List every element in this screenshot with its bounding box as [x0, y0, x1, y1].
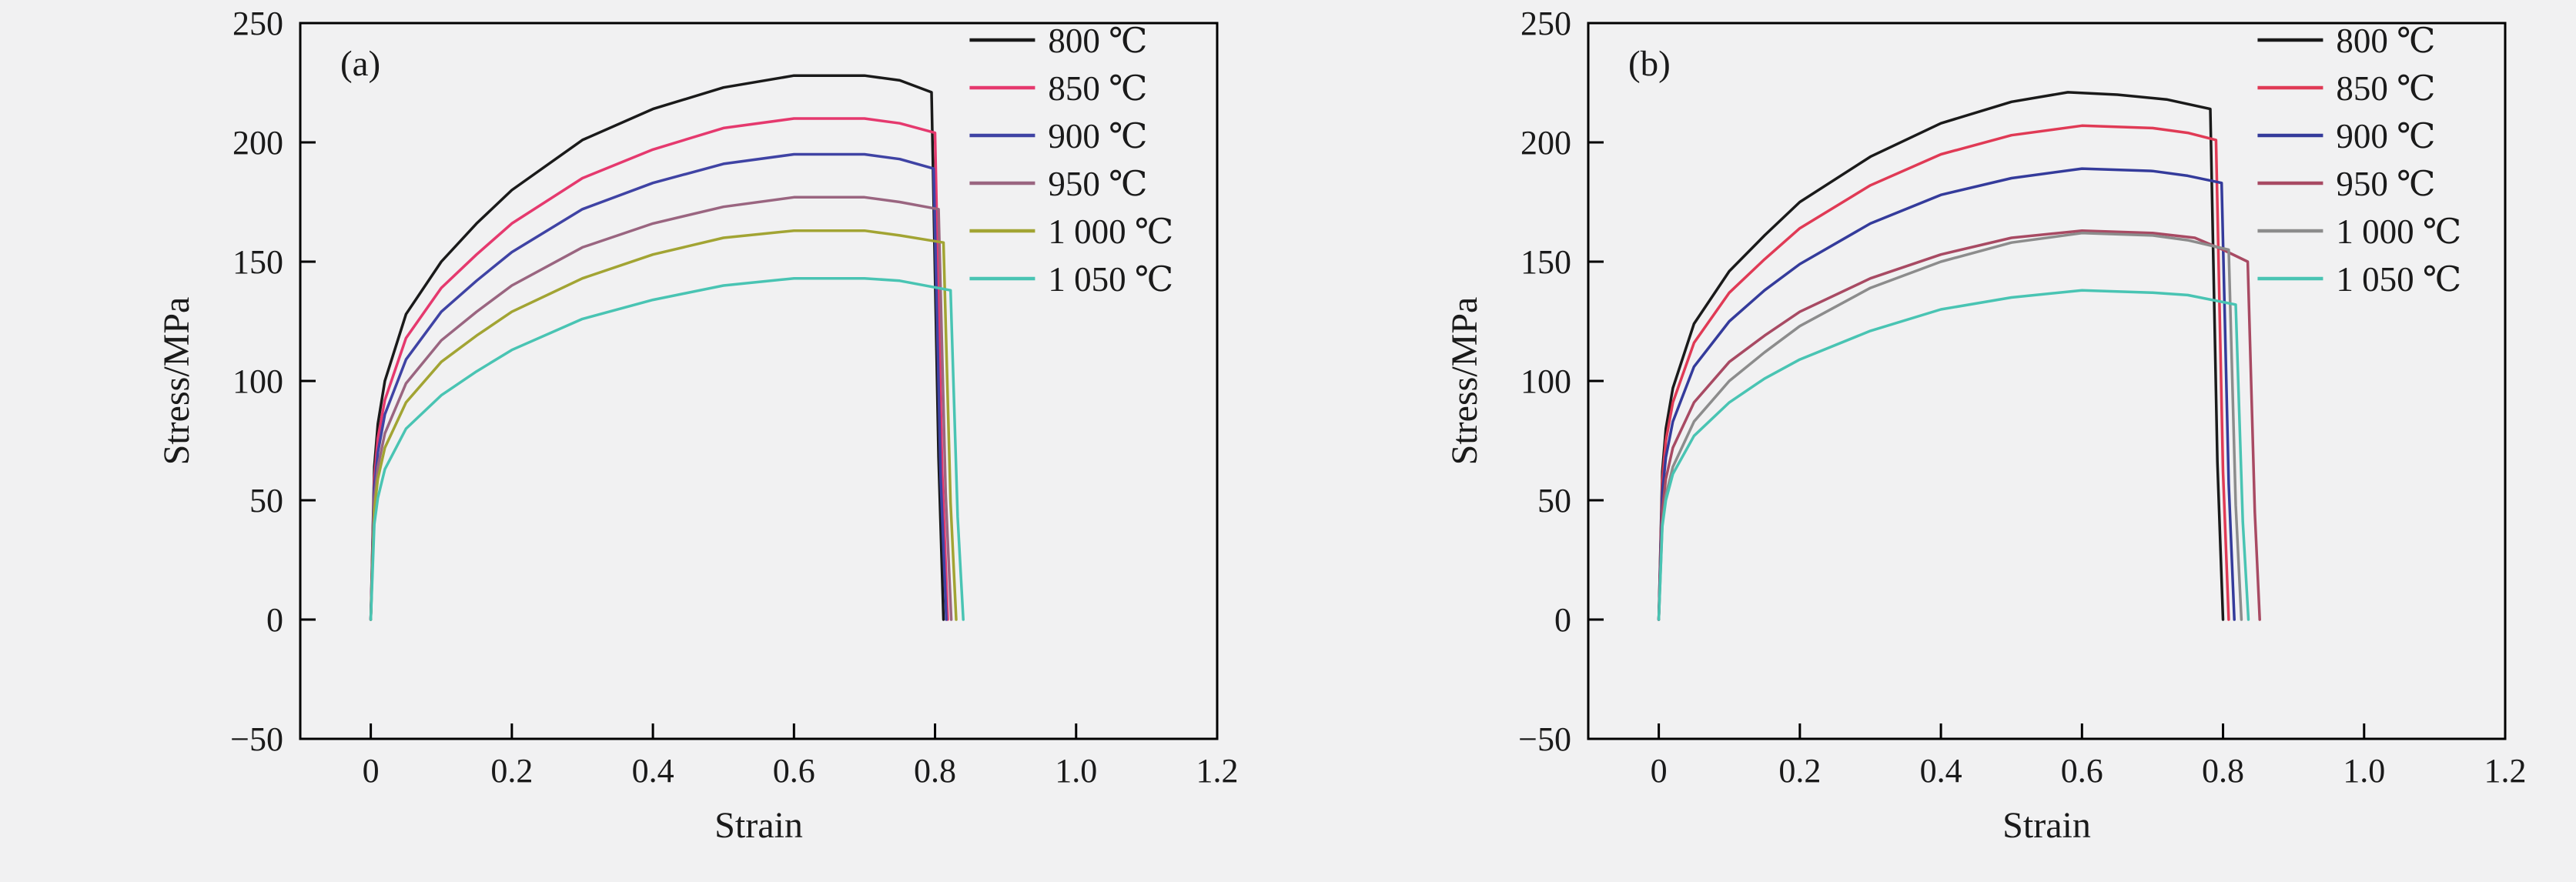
legend-label-5: 1 050 ℃ [1048, 260, 1173, 299]
series-line-3 [369, 195, 953, 621]
legend-label-0: 800 ℃ [1048, 22, 1147, 60]
series-line-3 [1657, 229, 2261, 621]
legend-label-3: 950 ℃ [2336, 165, 2435, 203]
y-tick-label: 100 [1521, 362, 1571, 400]
legend-label-4: 1 000 ℃ [1048, 212, 1173, 251]
y-tick-label: 100 [233, 362, 283, 400]
series-line-2 [1657, 167, 2236, 621]
x-tick-label: 0.8 [2202, 752, 2244, 790]
y-tick-label: −50 [1518, 720, 1571, 758]
series-line-0 [1657, 91, 2225, 621]
legend-label-1: 850 ℃ [1048, 69, 1147, 108]
y-tick-label: −50 [230, 720, 283, 758]
x-tick-label: 1.2 [1196, 752, 1239, 790]
x-tick-label: 1.0 [2343, 752, 2385, 790]
series-line-1 [1657, 124, 2230, 621]
series-line-2 [369, 152, 948, 621]
series-line-5 [1657, 289, 2250, 621]
y-tick-label: 150 [1521, 243, 1571, 281]
legend-label-2: 900 ℃ [2336, 117, 2435, 155]
chart-panel-b: 0 0.2 0.4 0.6 0.8 1.0 1.2 −50 0 50 100 150 200 250 Str… [1288, 0, 2576, 882]
legend-label-2: 900 ℃ [1048, 117, 1147, 155]
series-line-4 [369, 229, 958, 621]
y-tick-label: 0 [266, 601, 283, 639]
legend-label-5: 1 050 ℃ [2336, 260, 2461, 299]
x-tick-label: 1.2 [2484, 752, 2527, 790]
y-tick-label: 150 [233, 243, 283, 281]
panel-label: (a) [340, 44, 380, 84]
y-tick-label: 200 [233, 124, 283, 162]
legend-label-1: 850 ℃ [2336, 69, 2435, 108]
legend-label-4: 1 000 ℃ [2336, 212, 2461, 251]
x-tick-label: 0.6 [773, 752, 815, 790]
x-tick-label: 0.8 [914, 752, 956, 790]
panel-label: (b) [1628, 44, 1671, 84]
x-tick-label: 0.6 [2061, 752, 2103, 790]
y-tick-label: 50 [1537, 482, 1571, 520]
x-tick-label: 0 [1651, 752, 1668, 790]
series-line-4 [1657, 232, 2243, 621]
x-tick-label: 0.4 [1920, 752, 1962, 790]
x-tick-label: 1.0 [1055, 752, 1097, 790]
chart-a-svg: 0 0.2 0.4 0.6 0.8 1.0 1.2 −50 0 50 100 150 200 250 Str… [156, 5, 1239, 846]
y-axis-title: Stress/MPa [1444, 297, 1485, 466]
legend-label-0: 800 ℃ [2336, 22, 2435, 60]
x-tick-label: 0 [363, 752, 380, 790]
chart-b-svg: 0 0.2 0.4 0.6 0.8 1.0 1.2 −50 0 50 100 150 200 250 Str… [1444, 5, 2527, 846]
x-tick-label: 0.2 [1778, 752, 1821, 790]
chart-panel-a: 0 0.2 0.4 0.6 0.8 1.0 1.2 −50 0 50 100 150 200 250 Str… [156, 5, 1239, 846]
series-line-0 [369, 74, 945, 621]
legend-label-3: 950 ℃ [1048, 165, 1147, 203]
x-axis-title: Strain [714, 805, 803, 846]
series-line-5 [369, 276, 965, 621]
x-tick-label: 0.4 [632, 752, 674, 790]
y-axis-title: Stress/MPa [156, 297, 197, 466]
series-line-1 [369, 117, 949, 621]
x-axis-title: Strain [2002, 805, 2091, 846]
x-tick-label: 0.2 [490, 752, 533, 790]
y-tick-label: 200 [1521, 124, 1571, 162]
y-tick-label: 250 [233, 5, 283, 42]
y-tick-label: 0 [1554, 601, 1571, 639]
y-tick-label: 250 [1521, 5, 1571, 42]
y-tick-label: 50 [249, 482, 283, 520]
